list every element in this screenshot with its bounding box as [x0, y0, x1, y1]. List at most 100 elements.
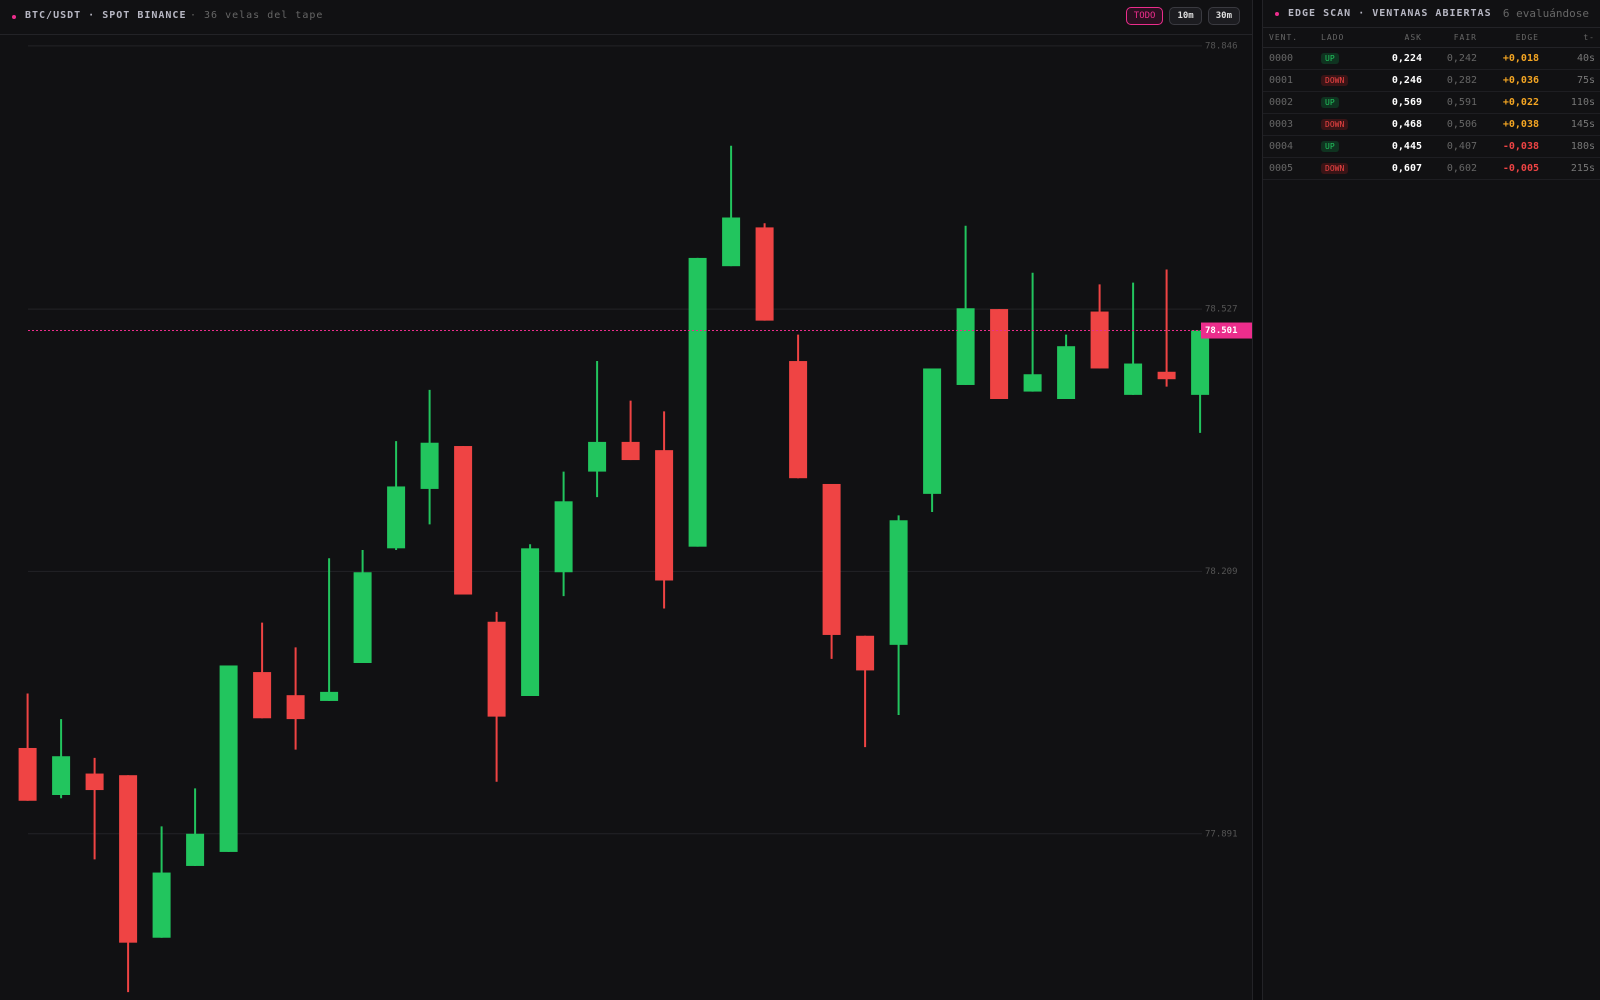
table-cell: 145s	[1545, 113, 1600, 136]
candle-body	[85, 773, 104, 791]
y-tick-label: 77.891	[1205, 829, 1238, 839]
table-cell: 110s	[1545, 91, 1600, 114]
marker	[12, 15, 16, 19]
chart-panel: 78.846 78.527 78.209 77.891 78.501 BTC/USDT …	[0, 0, 1253, 1000]
side-badge: UP	[1321, 97, 1339, 108]
y-tick-label: 78.209	[1205, 567, 1238, 577]
column-header: LADO	[1315, 28, 1373, 48]
candle-body	[1090, 311, 1109, 369]
candle-body	[1124, 363, 1143, 395]
column-header: EDGE	[1483, 28, 1545, 48]
candle-body	[1057, 346, 1076, 399]
panel-title: EDGE SCAN · VENTANAS ABIERTAS	[1288, 8, 1492, 19]
panel-header: EDGE SCAN · VENTANAS ABIERTAS 6 evaluánd…	[1263, 0, 1600, 28]
y-tick-label: 78.527	[1205, 305, 1238, 315]
candle-body	[152, 872, 171, 938]
candle-body	[18, 747, 37, 801]
side-badge: UP	[1321, 53, 1339, 64]
table-cell: 0,569	[1373, 91, 1428, 114]
candle-body	[554, 501, 573, 573]
table-cell: 0,602	[1428, 157, 1483, 180]
table-cell: UP	[1315, 135, 1373, 158]
timeframe-button[interactable]: 10m	[1169, 7, 1202, 25]
table-cell: -0,038	[1483, 135, 1545, 158]
side-badge: DOWN	[1321, 119, 1349, 130]
candle-body	[219, 665, 238, 852]
candle-body	[856, 635, 875, 671]
column-header: FAIR	[1428, 28, 1483, 48]
column-header: ASK	[1373, 28, 1428, 48]
table-row: 0002 UP 0,569 0,591 +0,022 110s	[1263, 91, 1600, 114]
table-cell: 0,282	[1428, 69, 1483, 92]
candle-body	[822, 483, 841, 635]
table-cell: 0,246	[1373, 69, 1428, 92]
candle-body	[253, 672, 272, 719]
candle-body	[588, 441, 607, 472]
table-row: 0004 UP 0,445 0,407 -0,038 180s	[1263, 135, 1600, 158]
table-cell: 0,407	[1428, 135, 1483, 158]
timeframe-button[interactable]: TODO	[1125, 7, 1164, 25]
candle-body	[722, 217, 741, 267]
table-header: VENT. LADO ASK FAIR EDGE t-	[1263, 28, 1600, 48]
table-cell: 0,506	[1428, 113, 1483, 136]
candle-body	[186, 833, 205, 866]
table-cell: +0,036	[1483, 69, 1545, 92]
candle-body	[956, 308, 975, 385]
marker	[1275, 12, 1279, 16]
table-cell: 0,242	[1428, 47, 1483, 70]
table-cell: 0005	[1263, 157, 1315, 180]
candle-body	[789, 361, 808, 479]
side-badge: DOWN	[1321, 75, 1349, 86]
chart-header: BTC/USDT · SPOT BINANCE · 36 velas del t…	[0, 0, 1252, 35]
column-header: t-	[1545, 28, 1600, 48]
table-cell: 0,591	[1428, 91, 1483, 114]
edge-table: VENT. LADO ASK FAIR EDGE t- 0000 UP 0,224 0,242 +…	[1263, 28, 1600, 180]
table-cell: -0,005	[1483, 157, 1545, 180]
candle-body	[1023, 374, 1042, 392]
candle-body	[688, 257, 707, 547]
candle-body	[755, 227, 774, 321]
candle-body	[923, 368, 942, 494]
candle-body	[1191, 330, 1210, 395]
table-cell: DOWN	[1315, 113, 1373, 136]
candle-body	[119, 775, 138, 943]
candle-body	[487, 621, 506, 717]
table-cell: 40s	[1545, 47, 1600, 70]
timeframe-buttons: TODO 10m 30m	[1125, 7, 1240, 25]
table-row: 0005 DOWN 0,607 0,602 -0,005 215s	[1263, 157, 1600, 180]
table-cell: 0004	[1263, 135, 1315, 158]
table-cell: 0,224	[1373, 47, 1428, 70]
y-tick-label: 78.846	[1205, 41, 1238, 51]
candle-body	[286, 695, 305, 720]
table-row: 0000 UP 0,224 0,242 +0,018 40s	[1263, 47, 1600, 70]
candle-body	[420, 442, 439, 489]
candle-body	[387, 486, 406, 549]
candle-body	[889, 520, 908, 645]
candle-body	[1157, 371, 1176, 380]
table-cell: 75s	[1545, 69, 1600, 92]
column-header: VENT.	[1263, 28, 1315, 48]
last-price-tag	[1201, 322, 1252, 339]
table-cell: +0,022	[1483, 91, 1545, 114]
edge-panel: EDGE SCAN · VENTANAS ABIERTAS 6 evaluánd…	[1262, 0, 1600, 1000]
table-cell: +0,038	[1483, 113, 1545, 136]
table-cell: 180s	[1545, 135, 1600, 158]
candle-body	[521, 548, 540, 696]
table-cell: DOWN	[1315, 157, 1373, 180]
candle-body	[454, 446, 473, 595]
table-cell: 0001	[1263, 69, 1315, 92]
candle-body	[353, 572, 372, 663]
table-cell: 0,607	[1373, 157, 1428, 180]
table-row: 0001 DOWN 0,246 0,282 +0,036 75s	[1263, 69, 1600, 92]
candle-body	[655, 450, 674, 581]
table-cell: DOWN	[1315, 69, 1373, 92]
subtitle: · 36 velas del tape	[190, 10, 324, 21]
candle-body	[52, 756, 71, 795]
candle-body	[621, 441, 640, 461]
candle-body	[320, 691, 339, 701]
symbol: BTC/USDT · SPOT BINANCE	[25, 10, 187, 21]
timeframe-button[interactable]: 30m	[1207, 7, 1240, 25]
table-cell: 0000	[1263, 47, 1315, 70]
table-cell: 0002	[1263, 91, 1315, 114]
table-cell: UP	[1315, 91, 1373, 114]
